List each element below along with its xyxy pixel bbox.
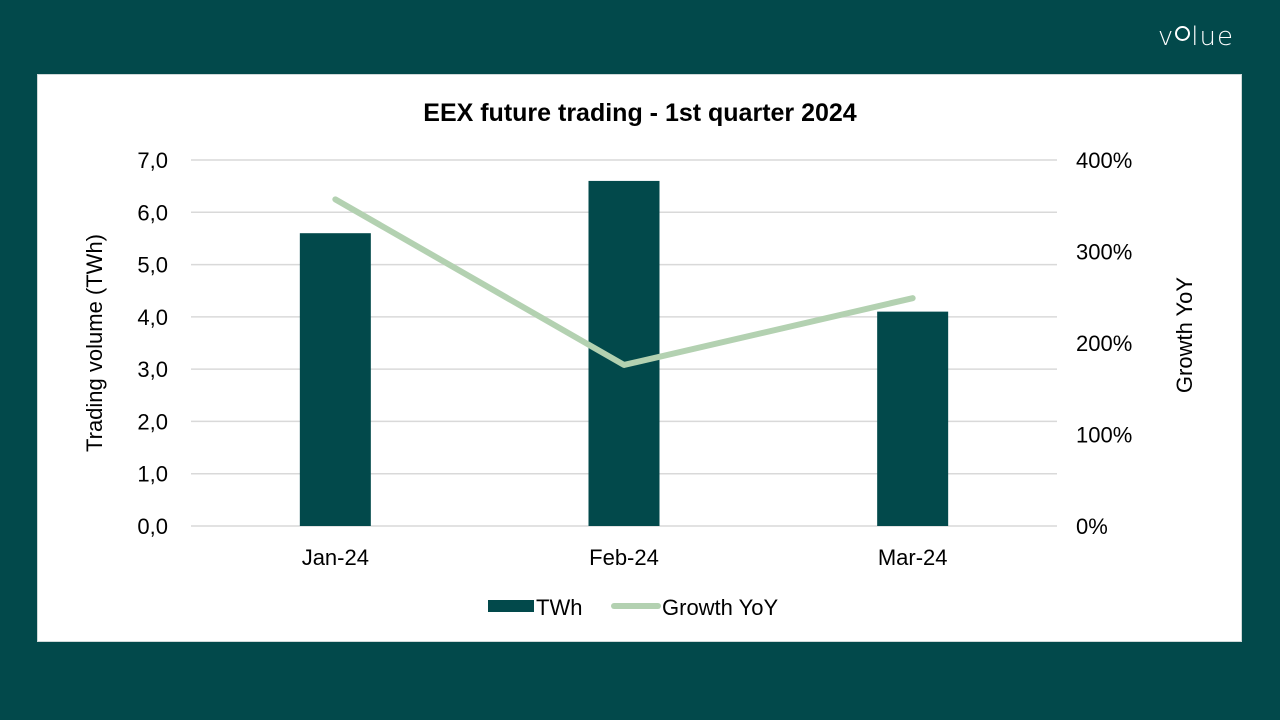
chart-card: EEX future trading - 1st quarter 2024 0,… [37, 74, 1242, 642]
legend-label-growth-yoy: Growth YoY [662, 595, 779, 620]
left-tick-label: 5,0 [137, 253, 168, 278]
right-axis-ticks: 0% 100% 200% 300% 400% [1076, 148, 1132, 539]
x-tick-label: Jan-24 [302, 545, 369, 570]
right-tick-label: 100% [1076, 423, 1132, 448]
bar-jan-24 [299, 233, 371, 526]
left-tick-label: 1,0 [137, 462, 168, 487]
left-tick-label: 6,0 [137, 200, 168, 225]
left-axis-ticks: 0,0 1,0 2,0 3,0 4,0 5,0 6,0 7,0 [137, 148, 168, 539]
x-tick-label: Mar-24 [878, 545, 948, 570]
left-axis-title: Trading volume (TWh) [82, 234, 107, 452]
legend-bar-swatch [488, 600, 534, 612]
volue-logo: v lue [1158, 22, 1234, 52]
line-series-growth-yoy [332, 196, 916, 368]
combo-chart: EEX future trading - 1st quarter 2024 0,… [82, 99, 1197, 620]
right-tick-label: 300% [1076, 240, 1132, 265]
left-tick-label: 7,0 [137, 148, 168, 173]
legend-label-twh: TWh [536, 595, 582, 620]
logo-o-circle-icon [1175, 26, 1191, 41]
right-tick-label: 200% [1076, 331, 1132, 356]
right-tick-label: 0% [1076, 514, 1108, 539]
logo-text-v: v [1157, 22, 1175, 52]
legend: TWh Growth YoY [488, 595, 779, 620]
logo-text-lue: lue [1191, 22, 1234, 52]
left-tick-label: 4,0 [137, 305, 168, 330]
x-tick-label: Feb-24 [589, 545, 659, 570]
x-axis-labels: Jan-24 Feb-24 Mar-24 [302, 545, 948, 570]
bar-series-twh [299, 180, 949, 526]
left-tick-label: 2,0 [137, 409, 168, 434]
left-tick-label: 3,0 [137, 357, 168, 382]
right-tick-label: 400% [1076, 148, 1132, 173]
growth-line [332, 196, 916, 368]
chart-title: EEX future trading - 1st quarter 2024 [423, 99, 857, 127]
bar-mar-24 [877, 311, 949, 526]
right-axis-title: Growth YoY [1172, 277, 1197, 394]
left-tick-label: 0,0 [137, 514, 168, 539]
